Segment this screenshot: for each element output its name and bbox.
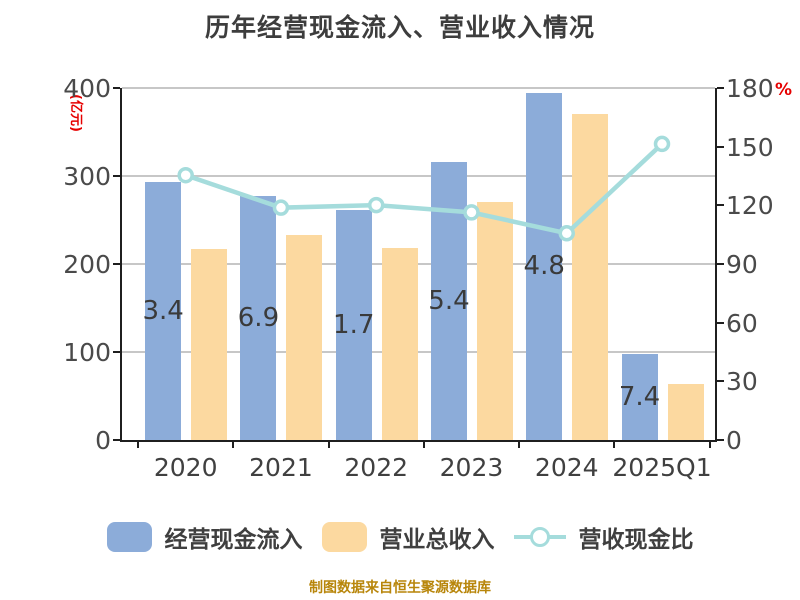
right-tick-label-150: 150 xyxy=(726,132,774,162)
x-boundary-tick-1 xyxy=(232,442,235,448)
left-tick-mark-0 xyxy=(113,439,120,441)
ratio-point-2022 xyxy=(367,196,385,214)
cash-inflow-bar-2025Q1 xyxy=(621,354,658,440)
right-tick-mark-0 xyxy=(717,439,724,441)
x-tick-label-2025Q1: 2025Q1 xyxy=(612,453,712,482)
x-tick-label-2022: 2022 xyxy=(344,453,409,482)
legend-label-revenue: 营业总收入 xyxy=(379,527,495,553)
x-boundary-tick-0 xyxy=(137,442,140,448)
right-tick-mark-120 xyxy=(717,204,724,207)
cash-inflow-bar-2022 xyxy=(335,209,372,440)
right-tick-label-30: 30 xyxy=(726,367,758,397)
ratio-line-marker-icon xyxy=(513,522,566,552)
left-tick-label-100: 100 xyxy=(63,338,111,367)
x-tick-label-2020: 2020 xyxy=(153,453,218,482)
revenue-bar-2025Q1 xyxy=(667,383,704,440)
ratio-point-2025Q1 xyxy=(653,135,671,153)
x-tick-label-2021: 2021 xyxy=(249,453,313,482)
ratio-point-2021 xyxy=(272,199,290,216)
right-tick-mark-150 xyxy=(717,145,724,148)
revenue-bar-2020 xyxy=(191,249,228,440)
left-tick-label-400: 400 xyxy=(63,74,111,103)
left-tick-mark-100 xyxy=(113,351,120,353)
cash-inflow-value-label-2024: 4.8 xyxy=(523,251,565,282)
right-tick-label-60: 60 xyxy=(726,308,758,338)
x-boundary-tick-4 xyxy=(518,442,521,448)
legend: 经营现金流入 营业总收入 营收现金比 xyxy=(0,520,800,554)
revenue-bar-2023 xyxy=(476,201,513,440)
ratio-point-2024 xyxy=(558,225,575,242)
legend-label-cash-inflow: 经营现金流入 xyxy=(164,527,303,553)
x-axis-line xyxy=(120,440,717,442)
left-tick-mark-200 xyxy=(113,263,120,265)
chart-title: 历年经营现金流入、营业收入情况 xyxy=(204,13,595,42)
y-axis-left-line xyxy=(120,88,122,442)
data-source-note: 制图数据来自恒生聚源数据库 xyxy=(309,580,491,596)
ratio-point-2023 xyxy=(463,204,480,221)
cash-inflow-bar-2020 xyxy=(145,181,182,440)
gridline-200 xyxy=(122,263,715,265)
ratio-line-series xyxy=(177,135,671,242)
right-tick-mark-60 xyxy=(717,321,724,324)
revenue-bar-2021 xyxy=(286,234,323,440)
revenue-bar-2024 xyxy=(572,114,609,440)
legend-item-ratio: 营收现金比 xyxy=(513,520,694,554)
x-boundary-tick-2 xyxy=(327,442,330,448)
cash-inflow-swatch xyxy=(106,522,152,552)
right-tick-label-120: 120 xyxy=(726,191,774,221)
left-tick-mark-300 xyxy=(113,175,120,177)
cash-inflow-value-label-2023: 5.4 xyxy=(428,286,470,317)
left-tick-mark-400 xyxy=(113,87,120,89)
x-tick-label-2023: 2023 xyxy=(439,453,504,482)
x-boundary-tick-5 xyxy=(613,442,616,448)
cash-inflow-bar-2021 xyxy=(240,196,277,440)
gridline-300 xyxy=(122,175,715,177)
revenue-swatch xyxy=(321,522,367,552)
legend-item-cash-inflow: 经营现金流入 xyxy=(106,520,303,554)
y-axis-right-line xyxy=(715,88,717,442)
x-boundary-tick-6 xyxy=(708,442,711,448)
right-axis-unit-label: % xyxy=(775,80,793,100)
cash-inflow-value-label-2020: 3.4 xyxy=(142,295,184,326)
ratio-polyline xyxy=(183,141,665,236)
right-tick-mark-180 xyxy=(717,87,724,89)
ratio-point-2020 xyxy=(177,166,194,184)
right-tick-label-0: 0 xyxy=(726,426,742,455)
gridline-400 xyxy=(122,87,715,89)
right-tick-label-180: 180 xyxy=(726,74,774,103)
cash-inflow-value-label-2021: 6.9 xyxy=(237,303,280,334)
right-tick-label-90: 90 xyxy=(726,250,758,279)
right-tick-mark-30 xyxy=(717,380,724,383)
legend-item-revenue: 营业总收入 xyxy=(321,520,495,554)
legend-label-ratio: 营收现金比 xyxy=(578,527,694,553)
cash-inflow-value-label-2022: 1.7 xyxy=(333,309,375,340)
cash-inflow-value-label-2025Q1: 7.4 xyxy=(618,382,661,413)
plot-area: 3.4 6.9 1.7 5.4 4.8 7.4 xyxy=(122,87,715,440)
x-tick-label-2024: 2024 xyxy=(534,453,599,482)
right-tick-mark-90 xyxy=(717,263,724,265)
cash-inflow-bar-2024 xyxy=(526,92,563,440)
revenue-bar-2022 xyxy=(381,248,418,440)
left-tick-label-200: 200 xyxy=(63,250,111,279)
left-tick-label-300: 300 xyxy=(63,162,111,191)
x-boundary-tick-3 xyxy=(422,442,425,448)
gridline-100 xyxy=(122,351,715,353)
left-tick-label-0: 0 xyxy=(95,426,111,455)
